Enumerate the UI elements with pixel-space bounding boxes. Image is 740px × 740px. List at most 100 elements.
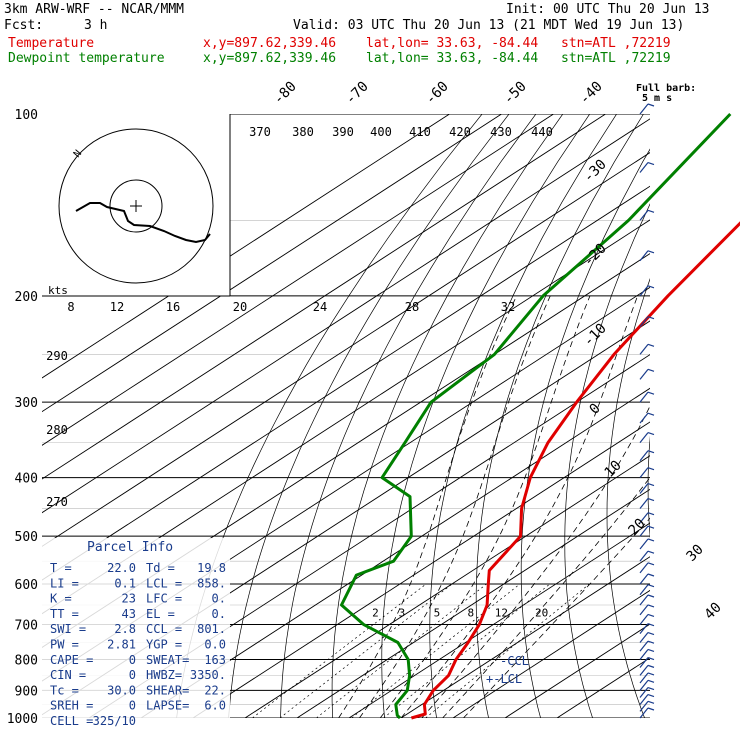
theta-e-label: 390: [332, 125, 354, 139]
full-barb-label: Full barb:: [636, 83, 697, 94]
theta-label: 290: [46, 349, 68, 363]
wind-barb: [639, 594, 649, 606]
parcel-row-key: LI =: [50, 576, 79, 590]
parcel-row-key: TT =: [50, 607, 79, 621]
wind-barb-flag: [647, 550, 655, 554]
moist-adiabat: [359, 295, 551, 718]
wind-barb: [639, 391, 649, 403]
parcel-row-value: 6.0: [204, 699, 226, 713]
parcel-row-value: 0.0: [204, 638, 226, 652]
wind-barb-flag: [647, 700, 655, 704]
wind-barb-flag: [647, 250, 655, 254]
wind-barb: [639, 573, 649, 585]
dry-adiabat: [688, 114, 740, 718]
isotherm-line: [556, 657, 650, 718]
wind-barb-flag: [647, 623, 655, 627]
mixing-ratio-label: 12: [495, 606, 508, 619]
wind-barb-flag: [647, 562, 655, 566]
pressure-tick-label: 700: [15, 618, 38, 633]
mixing-ratio-line: [316, 583, 487, 718]
pressure-tick-label: 500: [15, 530, 38, 545]
isotherm-line: [140, 387, 650, 718]
wind-barb-flag: [647, 693, 655, 698]
wind-barb: [639, 512, 649, 524]
parcel-row-key: LCL =: [146, 576, 182, 590]
valid-time: Valid: 03 UTC Thu 20 Jun 13 (21 MDT Wed …: [293, 18, 685, 33]
isotherm-line: [400, 556, 650, 718]
wind-barb-flag: [647, 686, 655, 691]
wind-barb-flag: [647, 512, 655, 516]
forecast-label: Fcst:: [4, 18, 44, 33]
parcel-row-value: 0: [129, 653, 136, 667]
parcel-row-key: SHEAR=: [146, 683, 189, 697]
wind-barb-flag: [647, 573, 655, 577]
wind-barb-flag: [647, 672, 655, 676]
parcel-row-value: 3350.: [190, 668, 226, 682]
parcel-row-value: 801.: [197, 622, 226, 636]
theta-e-label: 420: [449, 125, 471, 139]
wind-barb-flag: [647, 679, 655, 683]
wind-barb: [639, 604, 649, 616]
parcel-row-value: 2.81: [107, 638, 136, 652]
pressure-tick-label: 1000: [7, 712, 38, 727]
wind-barb-flag: [647, 482, 655, 487]
theta-e-label: 440: [531, 125, 553, 139]
wind-barb: [639, 285, 649, 297]
parcel-info-title: Parcel Info: [87, 540, 173, 555]
parcel-row-value: 0.1: [114, 576, 136, 590]
wind-barb: [639, 672, 649, 684]
mixing-ratio-line: [279, 583, 453, 718]
wind-barb-flag: [647, 161, 655, 166]
wind-barb: [639, 450, 649, 462]
dewpoint-legend-xy: x,y=897.62,339.46: [203, 51, 337, 66]
wind-barb-flag: [647, 467, 655, 471]
ccl-marker-label: -CCL: [500, 654, 529, 668]
wind-barb-flag: [647, 640, 655, 644]
wind-barb: [639, 103, 649, 115]
temperature-legend-latlon: lat,lon= 33.63, -84.44: [366, 36, 539, 51]
wind-barb: [639, 162, 649, 173]
isotherm-label: 30: [684, 542, 707, 565]
parcel-row-value: 0.: [212, 592, 226, 606]
wind-barb-flag: [647, 525, 655, 529]
parcel-row-key: LFC =: [146, 592, 182, 606]
parcel-row-key: SREH =: [50, 699, 93, 713]
wind-barb-flag: [647, 209, 655, 213]
wind-barb: [639, 209, 649, 221]
wind-barb-flag: [647, 584, 655, 588]
wind-barb-flag: [647, 316, 655, 320]
dry-adiabat: [520, 148, 650, 718]
parcel-row-value: 22.: [204, 683, 226, 697]
pressure-tick-label: 100: [15, 108, 38, 123]
parcel-row-value: 22.0: [107, 561, 136, 575]
hodograph-trace: [75, 202, 211, 244]
parcel-row-value: 0.: [212, 607, 226, 621]
parcel-row-value: 2.8: [114, 622, 136, 636]
moist-adiabat: [463, 517, 650, 718]
dry-adiabat: [331, 114, 564, 718]
parcel-row-key: YGP =: [146, 638, 182, 652]
theta-label: 270: [46, 495, 68, 509]
parcel-row-value: 163: [204, 653, 226, 667]
wind-barb-flag: [647, 412, 655, 416]
isotherm-label: -70: [343, 79, 372, 108]
isotherm-line: [42, 185, 650, 581]
parcel-row-key: Td =: [146, 561, 175, 575]
wind-barbs: [639, 103, 655, 719]
hodograph-speed-label: 20: [233, 300, 247, 314]
parcel-row-key: PW =: [50, 638, 79, 652]
pressure-tick-label: 600: [15, 578, 38, 593]
wind-barb: [639, 657, 649, 668]
hodograph-speed-label: 12: [110, 300, 124, 314]
sounding-profiles: [340, 112, 740, 720]
parcel-row-key: HWBZ=: [146, 668, 182, 682]
isotherm-label: 0: [587, 401, 604, 418]
parcel-row-value: 0: [129, 668, 136, 682]
parcel-row-key: CIN =: [50, 668, 86, 682]
wind-barb-flag: [647, 656, 655, 661]
mixing-ratio-label: 20: [535, 606, 548, 619]
theta-e-label: 380: [292, 125, 314, 139]
mixing-ratio-line: [425, 583, 590, 718]
theta-e-label: 370: [249, 125, 271, 139]
wind-barb-flag: [647, 631, 655, 636]
